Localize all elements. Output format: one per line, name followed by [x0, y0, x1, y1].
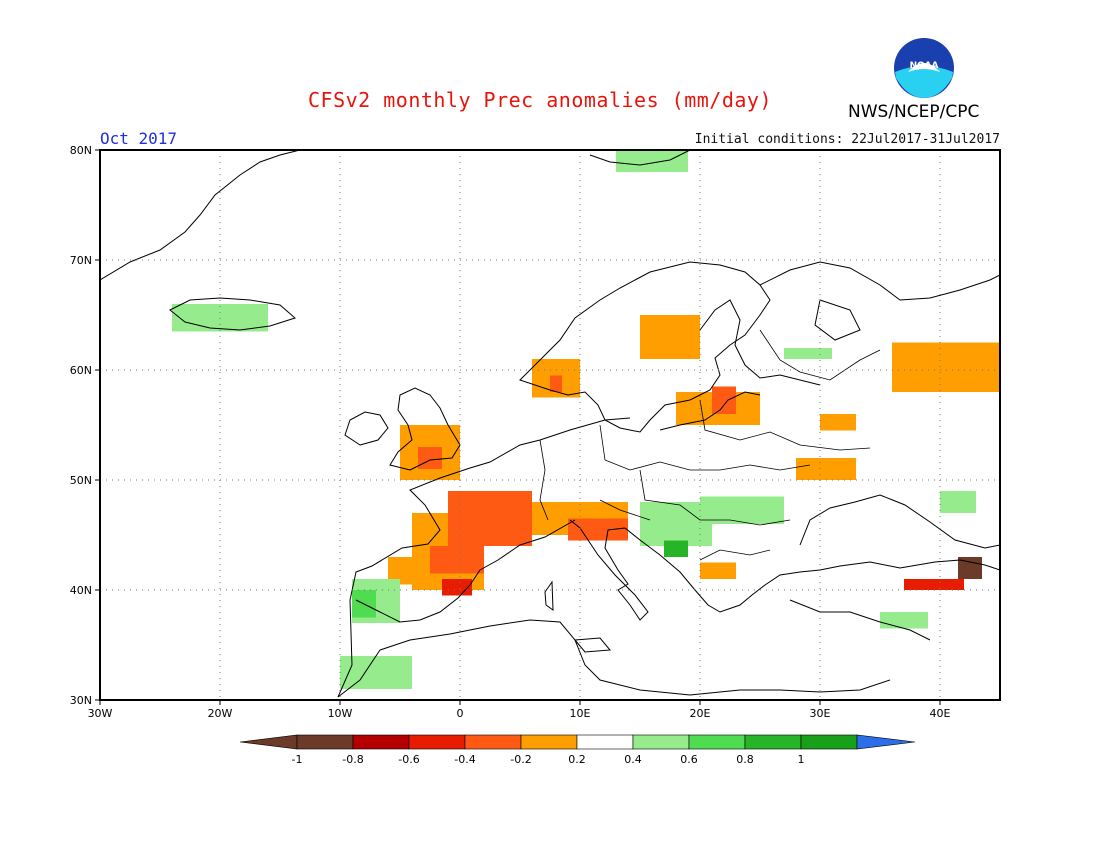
- lon-tick-label: 0: [457, 707, 464, 720]
- anomaly-cell: [940, 491, 976, 513]
- lat-tick-label: 80N: [70, 144, 92, 157]
- lon-tick-label: 40E: [930, 707, 951, 720]
- colorbar-swatch: [632, 734, 690, 750]
- lon-tick-label: 20W: [208, 707, 233, 720]
- anomaly-cell: [700, 562, 736, 579]
- noaa-logo: NOAA: [894, 38, 954, 98]
- lat-tick-label: 40N: [70, 584, 92, 597]
- graticule: [100, 150, 1000, 700]
- agency-label: NWS/NCEP/CPC: [848, 102, 980, 122]
- lon-tick-label: 20E: [690, 707, 711, 720]
- anomaly-cell: [892, 342, 1000, 392]
- anomaly-cell: [700, 496, 784, 524]
- anomaly-cell: [448, 491, 532, 546]
- anomaly-cell: [430, 546, 484, 574]
- axis-labels: 30N 40N 50N 60N 70N 80N 30W 20W 10W 0 10E 20E 30E 40E: [70, 144, 951, 720]
- colorbar-label: 0.4: [624, 753, 642, 766]
- colorbar-label: -0.8: [342, 753, 363, 766]
- lat-tick-label: 70N: [70, 254, 92, 267]
- colorbar-high-arrow: [856, 734, 916, 750]
- colorbar-label: -0.6: [398, 753, 419, 766]
- colorbar-legend: -1 -0.8 -0.6 -0.4 -0.2 0.2 0.4 0.6 0.8 1: [239, 734, 916, 766]
- colorbar-label: -1: [292, 753, 303, 766]
- anomaly-cell: [340, 656, 412, 689]
- anomaly-cell: [664, 540, 688, 557]
- colorbar-swatch: [744, 734, 802, 750]
- lon-tick-label: 10E: [570, 707, 591, 720]
- anomaly-cell: [568, 518, 628, 541]
- anomaly-cell: [616, 150, 688, 172]
- lon-tick-label: 30E: [810, 707, 831, 720]
- colorbar-label: 0.6: [680, 753, 698, 766]
- colorbar-label: -0.4: [454, 753, 475, 766]
- colorbar-swatch: [520, 734, 578, 750]
- anomaly-cell: [550, 375, 562, 392]
- lat-tick-label: 50N: [70, 474, 92, 487]
- colorbar-swatch: [296, 734, 354, 750]
- colorbar-label: 0.8: [736, 753, 754, 766]
- anomaly-cell: [958, 557, 982, 579]
- forecast-month: Oct 2017: [100, 129, 178, 148]
- anomaly-cell: [904, 579, 964, 590]
- anomaly-cell: [880, 612, 928, 629]
- colorbar-swatch: [688, 734, 746, 750]
- lat-tick-label: 60N: [70, 364, 92, 377]
- anomaly-cell: [784, 348, 832, 359]
- colorbar-low-arrow: [239, 734, 298, 750]
- anomaly-layer: [172, 150, 1000, 689]
- map-frame: [99, 149, 1001, 701]
- anomaly-cell: [640, 315, 700, 359]
- coastlines: [100, 150, 1000, 698]
- colorbar-label: -0.2: [510, 753, 531, 766]
- map-title: CFSv2 monthly Prec anomalies (mm/day): [307, 88, 773, 112]
- initial-conditions: Initial conditions: 22Jul2017-31Jul2017: [694, 132, 1000, 147]
- colorbar-swatch: [464, 734, 522, 750]
- colorbar-label: 1: [798, 753, 805, 766]
- lon-tick-label: 10W: [328, 707, 353, 720]
- anomaly-cell: [820, 414, 856, 431]
- colorbar-swatch: [352, 734, 410, 750]
- lon-tick-label: 30W: [88, 707, 113, 720]
- colorbar-swatch: [576, 734, 634, 750]
- colorbar-swatch: [408, 734, 466, 750]
- anomaly-cell: [712, 386, 736, 414]
- anomaly-cell: [418, 447, 442, 469]
- anomaly-cell: [172, 304, 268, 332]
- anomaly-cell: [796, 458, 856, 480]
- lat-tick-label: 30N: [70, 694, 92, 707]
- noaa-logo-text: NOAA: [910, 61, 939, 71]
- colorbar-swatch: [800, 734, 858, 750]
- colorbar-label: 0.2: [568, 753, 586, 766]
